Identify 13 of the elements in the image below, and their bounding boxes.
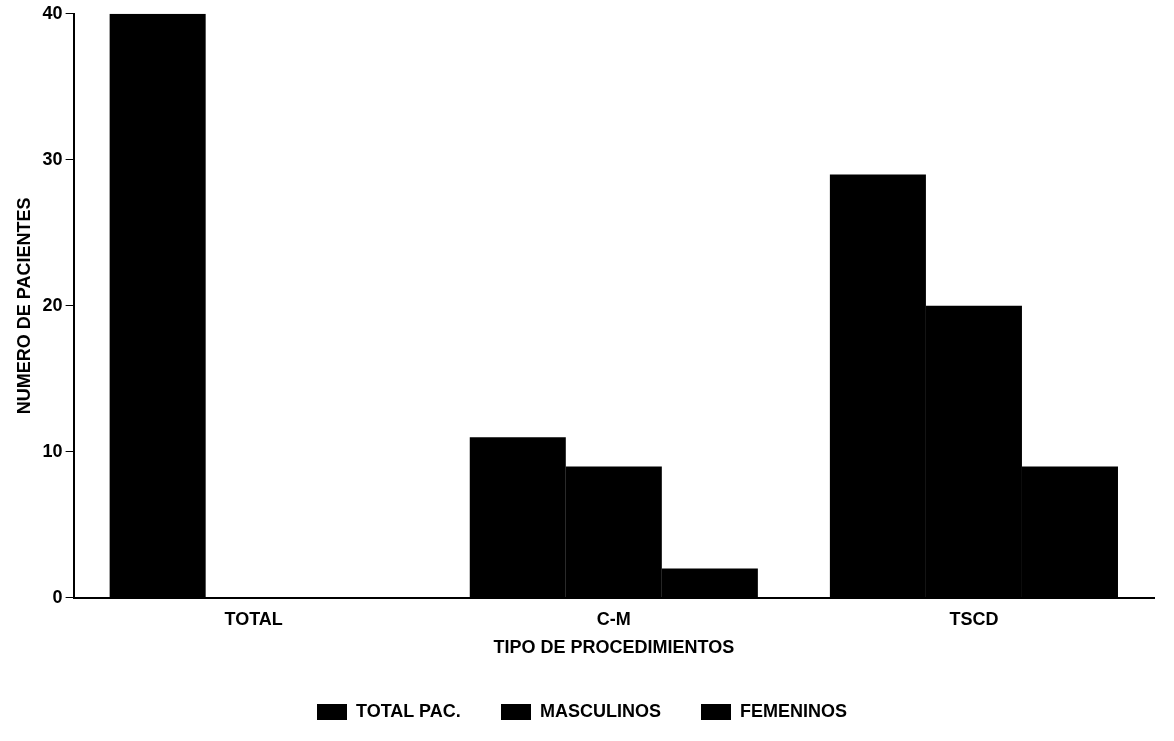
y-tick-label: 30	[42, 148, 63, 169]
legend-label: FEMENINOS	[739, 700, 848, 721]
legend-label: MASCULINOS	[539, 700, 661, 721]
y-tick-label: 20	[42, 294, 63, 315]
x-tick-label: TOTAL	[224, 608, 283, 629]
y-axis-title: NUMERO DE PACIENTES	[13, 197, 34, 415]
x-axis-title: TIPO DE PROCEDIMIENTOS	[493, 637, 735, 658]
y-tick-label: 40	[42, 2, 63, 23]
y-tick-label: 10	[42, 440, 63, 461]
x-tick-label: C-M	[596, 608, 631, 629]
x-tick-label: TSCD	[949, 608, 999, 629]
legend-label: TOTAL PAC.	[356, 700, 461, 721]
y-tick-label: 0	[52, 586, 63, 607]
